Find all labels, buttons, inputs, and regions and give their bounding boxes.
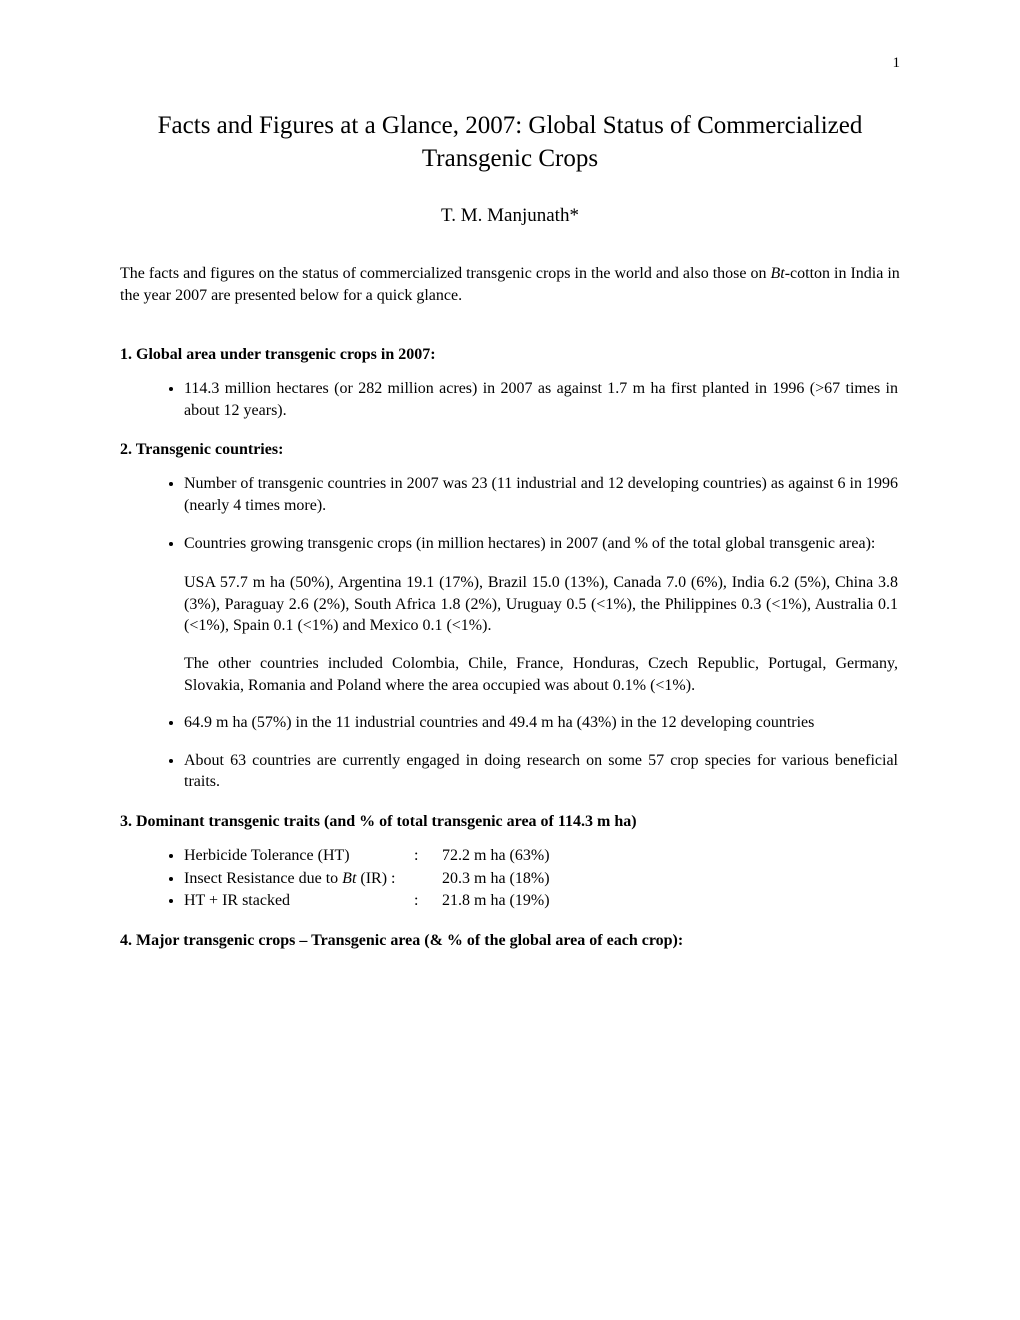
trait-value: 72.2 m ha (63%) xyxy=(442,845,900,867)
intro-paragraph: The facts and figures on the status of c… xyxy=(120,263,900,306)
trait-value: 20.3 m ha (18%) xyxy=(442,868,900,890)
page-number: 1 xyxy=(893,55,901,72)
traits-list: Herbicide Tolerance (HT) : 72.2 m ha (63… xyxy=(120,845,900,912)
section-3-heading: 3. Dominant transgenic traits (and % of … xyxy=(120,813,900,831)
author-name: T. M. Manjunath* xyxy=(120,205,900,227)
trait-colon: : xyxy=(414,890,442,912)
trait-colon: : xyxy=(414,845,442,867)
trait-value: 21.8 m ha (19%) xyxy=(442,890,900,912)
section-4-heading: 4. Major transgenic crops – Transgenic a… xyxy=(120,932,900,950)
intro-italic: Bt- xyxy=(770,265,790,282)
document-title: Facts and Figures at a Glance, 2007: Glo… xyxy=(120,110,900,175)
trait-row-2: Insect Resistance due to Bt (IR) : 20.3 … xyxy=(184,868,900,890)
trait-row-1: Herbicide Tolerance (HT) : 72.2 m ha (63… xyxy=(184,845,900,867)
trait-label-italic: Bt xyxy=(342,870,356,887)
document-page: 1 Facts and Figures at a Glance, 2007: G… xyxy=(0,0,1020,1044)
list-item: 64.9 m ha (57%) in the 11 industrial cou… xyxy=(184,712,900,734)
list-item: 114.3 million hectares (or 282 million a… xyxy=(184,378,900,421)
list-item: About 63 countries are currently engaged… xyxy=(184,750,900,793)
trait-label: Insect Resistance due to Bt (IR) : xyxy=(184,868,414,890)
section-2-heading: 2. Transgenic countries: xyxy=(120,441,900,459)
trait-label: Herbicide Tolerance (HT) xyxy=(184,845,414,867)
section-1-heading: 1. Global area under transgenic crops in… xyxy=(120,346,900,364)
section-1-list: 114.3 million hectares (or 282 million a… xyxy=(120,378,900,421)
intro-text-1: The facts and figures on the status of c… xyxy=(120,265,770,282)
section-2-list-b: 64.9 m ha (57%) in the 11 industrial cou… xyxy=(120,712,900,793)
section-2-list-a: Number of transgenic countries in 2007 w… xyxy=(120,473,900,554)
trait-label-pre: Insect Resistance due to xyxy=(184,870,342,887)
trait-colon xyxy=(414,868,442,890)
countries-paragraph-2: The other countries included Colombia, C… xyxy=(184,653,900,696)
trait-row-3: HT + IR stacked : 21.8 m ha (19%) xyxy=(184,890,900,912)
trait-label: HT + IR stacked xyxy=(184,890,414,912)
trait-label-post: (IR) : xyxy=(356,870,395,887)
list-item: Countries growing transgenic crops (in m… xyxy=(184,533,900,555)
countries-paragraph-1: USA 57.7 m ha (50%), Argentina 19.1 (17%… xyxy=(184,572,900,637)
list-item: Number of transgenic countries in 2007 w… xyxy=(184,473,900,516)
